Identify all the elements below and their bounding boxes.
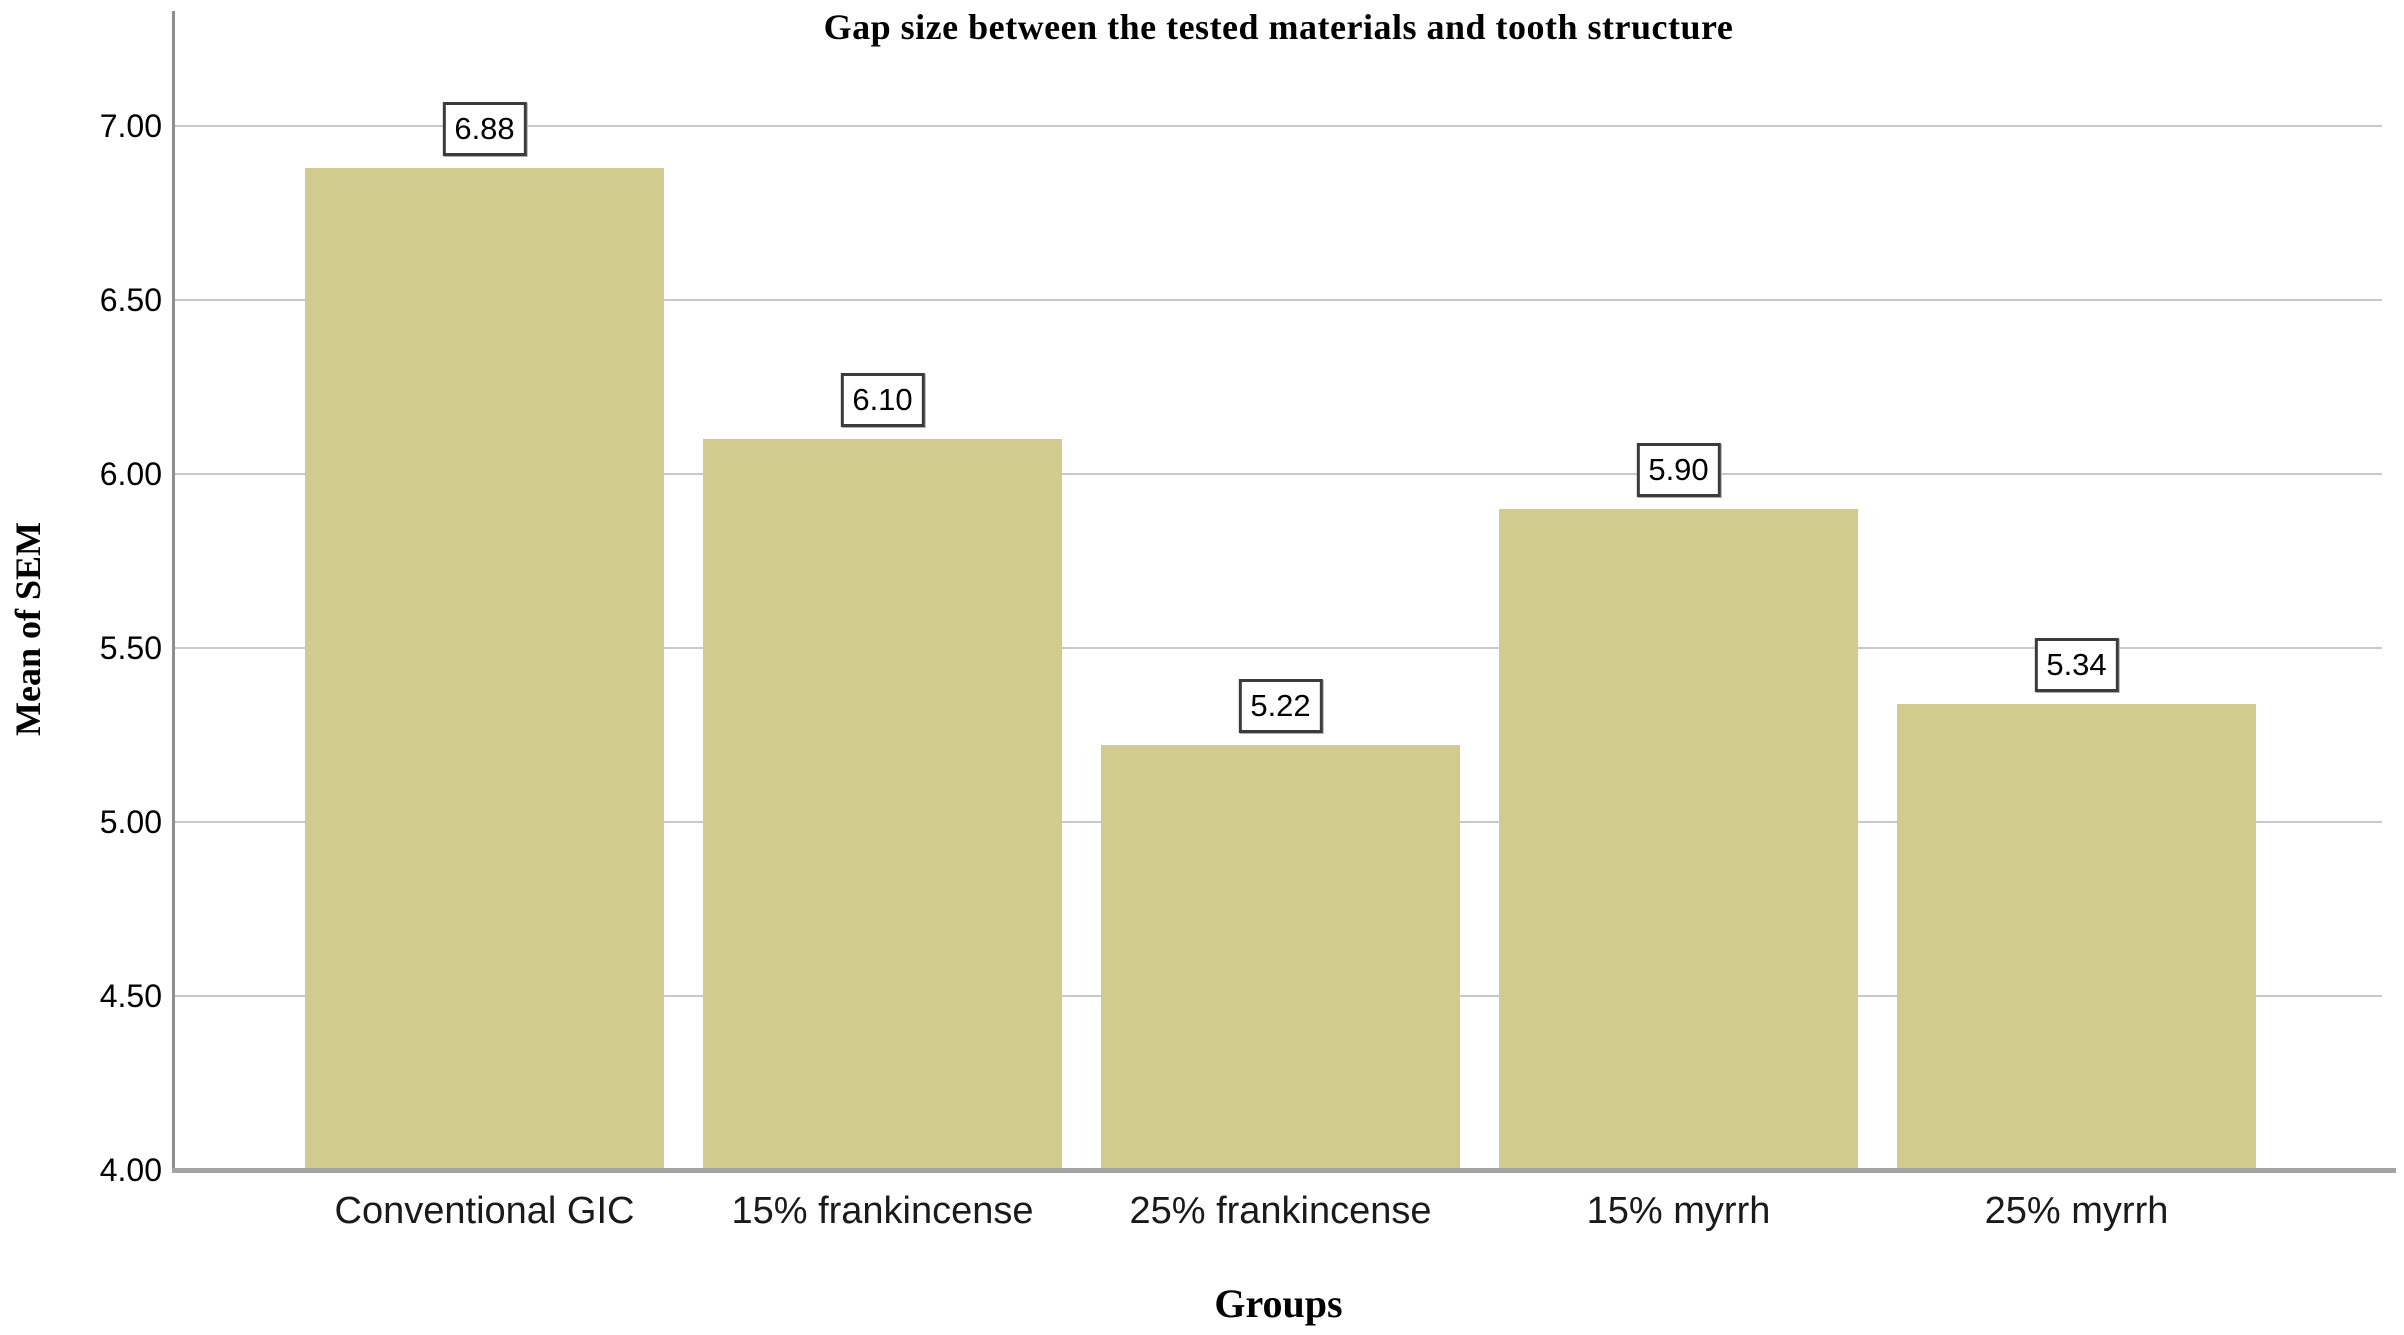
y-tick-label: 5.50 <box>99 630 162 666</box>
x-axis-title: Groups <box>1214 1281 1343 1326</box>
y-tick-label: 5.00 <box>99 804 162 840</box>
bar <box>703 439 1062 1168</box>
x-category-label: 15% frankincense <box>731 1190 1034 1232</box>
bar <box>1897 703 2256 1168</box>
gridline <box>175 473 2382 475</box>
bar <box>305 167 664 1168</box>
x-category-label: 25% myrrh <box>1984 1190 2169 1232</box>
y-tick-label: 4.50 <box>99 978 162 1014</box>
gridline <box>175 299 2382 301</box>
chart-title: Gap size between the tested materials an… <box>823 7 1734 47</box>
x-category-label: Conventional GIC <box>334 1190 635 1232</box>
bar-value-label: 6.88 <box>442 101 527 156</box>
bar-value-label: 5.22 <box>1238 679 1323 734</box>
y-tick-label: 6.00 <box>99 456 162 492</box>
bar-value-label: 5.90 <box>1636 442 1721 497</box>
gridline <box>175 647 2382 649</box>
bar <box>1101 745 1460 1168</box>
y-axis-line <box>172 11 175 1170</box>
x-category-label: 15% myrrh <box>1586 1190 1771 1232</box>
bar-value-label: 6.10 <box>840 373 925 428</box>
x-axis-line <box>172 1168 2396 1173</box>
bar <box>1499 508 1858 1168</box>
gridline <box>175 125 2382 127</box>
y-tick-label: 7.00 <box>99 108 162 144</box>
y-tick-label: 4.00 <box>99 1152 162 1188</box>
bar-value-label: 5.34 <box>2034 637 2119 692</box>
x-category-label: 25% frankincense <box>1129 1190 1432 1232</box>
y-tick-label: 6.50 <box>99 282 162 318</box>
